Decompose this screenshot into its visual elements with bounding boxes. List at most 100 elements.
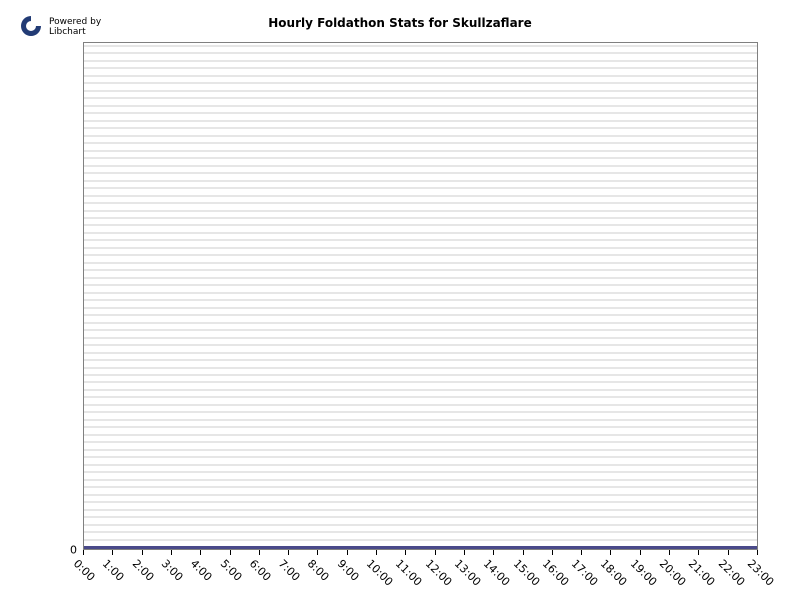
grid-line: [83, 187, 758, 189]
x-axis-tick-mark: [728, 550, 729, 555]
x-axis-tick-mark: [523, 550, 524, 555]
x-axis-tick-mark: [171, 550, 172, 555]
grid-line: [83, 419, 758, 421]
grid-line: [83, 367, 758, 369]
grid-line: [83, 120, 758, 122]
grid-line: [83, 501, 758, 503]
x-axis-tick-mark: [288, 550, 289, 555]
grid-line: [83, 516, 758, 518]
grid-line: [83, 337, 758, 339]
grid-line: [83, 449, 758, 451]
x-axis-tick-mark: [83, 550, 84, 555]
x-axis-tick-mark: [405, 550, 406, 555]
x-axis-tick-label: 14:00: [481, 557, 513, 589]
grid-line: [83, 434, 758, 436]
x-axis-tick-label: 2:00: [129, 557, 156, 584]
x-axis-tick-mark: [581, 550, 582, 555]
x-axis-tick-mark: [610, 550, 611, 555]
x-axis-tick-label: 9:00: [335, 557, 362, 584]
grid-line: [83, 307, 758, 309]
x-axis-tick-label: 4:00: [188, 557, 215, 584]
grid-line: [83, 494, 758, 496]
baseline: [83, 546, 758, 550]
grid-line: [83, 329, 758, 331]
grid-line: [83, 284, 758, 286]
x-axis-tick-label: 0:00: [71, 557, 98, 584]
grid-line: [83, 97, 758, 99]
grid-line: [83, 172, 758, 174]
grid-line: [83, 426, 758, 428]
x-axis-tick-label: 8:00: [305, 557, 332, 584]
x-axis-tick-label: 20:00: [657, 557, 689, 589]
grid-line: [83, 45, 758, 47]
grid-line: [83, 150, 758, 152]
x-axis-tick-label: 11:00: [393, 557, 425, 589]
x-axis-tick-mark: [552, 550, 553, 555]
x-axis-tick-label: 6:00: [247, 557, 274, 584]
grid-line: [83, 127, 758, 129]
x-axis-tick-label: 19:00: [628, 557, 660, 589]
grid-line: [83, 456, 758, 458]
grid-line: [83, 217, 758, 219]
grid-line: [83, 232, 758, 234]
x-axis-tick-mark: [317, 550, 318, 555]
grid-lines: [83, 42, 758, 550]
grid-line: [83, 359, 758, 361]
x-axis-tick-mark: [259, 550, 260, 555]
x-axis-tick-label: 18:00: [598, 557, 630, 589]
grid-line: [83, 180, 758, 182]
grid-line: [83, 195, 758, 197]
grid-line: [83, 411, 758, 413]
grid-line: [83, 60, 758, 62]
plot-area: [83, 42, 758, 550]
grid-line: [83, 486, 758, 488]
grid-line: [83, 247, 758, 249]
x-axis-tick-mark: [376, 550, 377, 555]
grid-line: [83, 531, 758, 533]
x-axis-tick-label: 23:00: [745, 557, 777, 589]
grid-line: [83, 524, 758, 526]
x-axis-tick-mark: [669, 550, 670, 555]
x-axis-tick-label: 12:00: [422, 557, 454, 589]
grid-line: [83, 135, 758, 137]
grid-line: [83, 239, 758, 241]
grid-line: [83, 352, 758, 354]
grid-line: [83, 75, 758, 77]
x-axis-tick-label: 15:00: [510, 557, 542, 589]
x-axis-tick-label: 21:00: [686, 557, 718, 589]
grid-line: [83, 396, 758, 398]
grid-line: [83, 374, 758, 376]
x-axis-tick-label: 10:00: [364, 557, 396, 589]
x-axis-tick-mark: [698, 550, 699, 555]
x-axis-tick-mark: [112, 550, 113, 555]
x-axis-tick-mark: [142, 550, 143, 555]
x-axis-tick-mark: [757, 550, 758, 555]
grid-line: [83, 322, 758, 324]
grid-line: [83, 67, 758, 69]
grid-line: [83, 539, 758, 541]
grid-line: [83, 112, 758, 114]
grid-line: [83, 471, 758, 473]
grid-line: [83, 404, 758, 406]
x-axis-tick-mark: [435, 550, 436, 555]
grid-line: [83, 262, 758, 264]
x-axis-tick-mark: [347, 550, 348, 555]
grid-line: [83, 509, 758, 511]
grid-line: [83, 210, 758, 212]
grid-line: [83, 202, 758, 204]
grid-line: [83, 389, 758, 391]
x-axis-tick-label: 7:00: [276, 557, 303, 584]
x-axis-tick-label: 1:00: [100, 557, 127, 584]
grid-line: [83, 82, 758, 84]
x-axis-tick-label: 13:00: [452, 557, 484, 589]
x-axis-tick-mark: [200, 550, 201, 555]
x-axis-tick-label: 5:00: [217, 557, 244, 584]
x-axis-tick-mark: [230, 550, 231, 555]
x-axis-tick-mark: [640, 550, 641, 555]
x-axis-tick-mark: [464, 550, 465, 555]
grid-line: [83, 464, 758, 466]
x-axis-tick-label: 22:00: [715, 557, 747, 589]
grid-line: [83, 441, 758, 443]
grid-line: [83, 269, 758, 271]
grid-line: [83, 105, 758, 107]
